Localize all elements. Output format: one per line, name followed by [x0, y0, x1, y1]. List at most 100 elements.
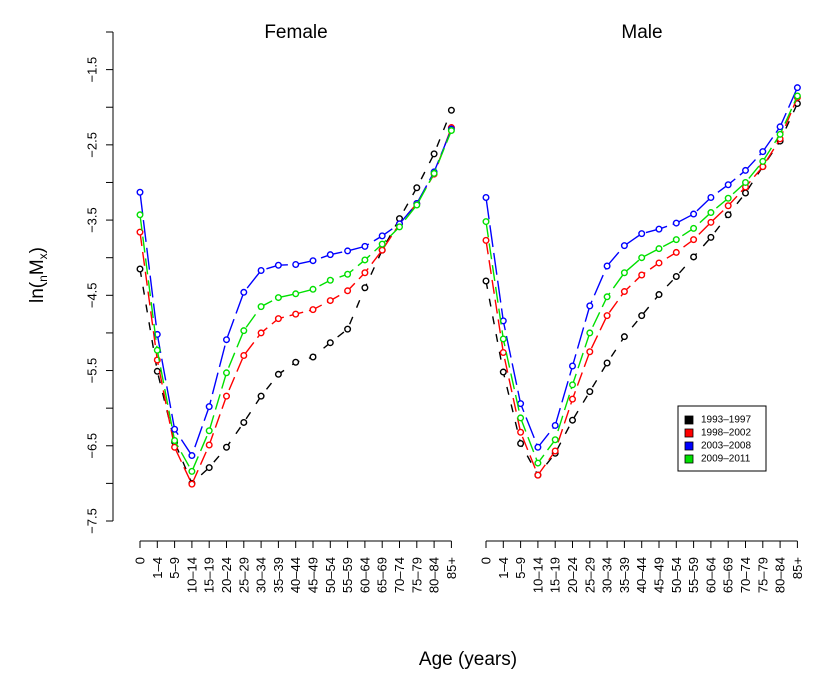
- data-point: [344, 287, 352, 295]
- legend-label: 1993–1997: [701, 415, 751, 426]
- data-point: [707, 233, 715, 241]
- data-point: [326, 276, 334, 284]
- legend-label: 1998–2002: [701, 428, 751, 439]
- series-line: [485, 87, 799, 449]
- series-line: [139, 130, 453, 473]
- data-point: [586, 302, 594, 310]
- data-point: [586, 329, 594, 337]
- data-point: [517, 414, 525, 422]
- data-point: [240, 418, 248, 426]
- data-point: [742, 178, 750, 186]
- data-point: [534, 459, 542, 467]
- data-point: [378, 240, 386, 248]
- data-point: [759, 148, 767, 156]
- data-point: [742, 189, 750, 197]
- y-tick-label: −1.5: [85, 57, 100, 83]
- data-point: [655, 245, 663, 253]
- data-point: [551, 447, 559, 455]
- data-point: [171, 425, 179, 433]
- panel-title-male: Male: [621, 22, 662, 43]
- data-point: [586, 348, 594, 356]
- x-tick-label: 5–9: [167, 557, 182, 579]
- data-point: [603, 293, 611, 301]
- data-point: [586, 388, 594, 396]
- data-point: [153, 346, 161, 354]
- data-point: [240, 327, 248, 335]
- x-tick-label: 70–74: [738, 557, 753, 593]
- data-point: [499, 368, 507, 376]
- data-point: [569, 381, 577, 389]
- data-point: [603, 359, 611, 367]
- x-tick-label: 65–69: [375, 557, 390, 593]
- data-point: [188, 452, 196, 460]
- data-point: [292, 260, 300, 268]
- x-tick-label: 60–64: [357, 557, 372, 593]
- x-tick-label: 15–19: [548, 557, 563, 593]
- x-tick-label: 60–64: [703, 557, 718, 593]
- x-tick-label: 25–29: [582, 557, 597, 593]
- x-axis-title: Age (years): [419, 649, 517, 670]
- data-point: [344, 325, 352, 333]
- y-tick-label: −4.5: [85, 282, 100, 308]
- data-point: [344, 247, 352, 255]
- data-point: [136, 211, 144, 219]
- data-point: [361, 242, 369, 250]
- x-tick-label: 65–69: [721, 557, 736, 593]
- data-point: [517, 440, 525, 448]
- data-point: [517, 428, 525, 436]
- data-point: [690, 253, 698, 261]
- y-tick-label: −5.5: [85, 358, 100, 384]
- data-point: [447, 127, 455, 135]
- y-tick-label: −2.5: [85, 132, 100, 158]
- data-point: [413, 184, 421, 192]
- data-point: [378, 232, 386, 240]
- data-point: [257, 303, 265, 311]
- data-point: [205, 427, 213, 435]
- y-tick-label: −6.5: [85, 433, 100, 459]
- x-tick-label: 35–39: [271, 557, 286, 593]
- data-point: [430, 169, 438, 177]
- x-tick-label: 35–39: [617, 557, 632, 593]
- x-tick-label: 0: [479, 557, 494, 564]
- x-tick-label: 75–79: [755, 557, 770, 593]
- data-point: [569, 416, 577, 424]
- y-axis-title-sub-n: n: [36, 275, 50, 282]
- x-tick-label: 70–74: [392, 557, 407, 593]
- x-tick-label: 20–24: [219, 557, 234, 593]
- data-point: [620, 242, 628, 250]
- data-point: [655, 291, 663, 299]
- data-point: [222, 392, 230, 400]
- x-tick-label: 50–54: [323, 557, 338, 593]
- data-point: [603, 312, 611, 320]
- data-point: [309, 353, 317, 361]
- data-point: [222, 443, 230, 451]
- data-point: [776, 130, 784, 138]
- data-point: [257, 266, 265, 274]
- data-point: [655, 225, 663, 233]
- data-point: [257, 392, 265, 400]
- data-point: [326, 339, 334, 347]
- x-tick-label: 45–49: [306, 557, 321, 593]
- x-tick-label: 50–54: [669, 557, 684, 593]
- data-point: [620, 333, 628, 341]
- legend-swatch: [684, 415, 694, 425]
- data-point: [690, 224, 698, 232]
- x-tick-label: 80–84: [773, 557, 788, 593]
- legend-label: 2003–2008: [701, 441, 751, 452]
- data-point: [430, 150, 438, 158]
- series-line: [139, 127, 453, 486]
- legend-swatch: [684, 428, 694, 438]
- data-point: [499, 335, 507, 343]
- data-point: [638, 271, 646, 279]
- x-tick-label: 85+: [444, 557, 459, 579]
- data-point: [690, 210, 698, 218]
- data-point: [292, 290, 300, 298]
- x-tick-label: 45–49: [652, 557, 667, 593]
- x-tick-label: 10–14: [184, 557, 199, 593]
- data-point: [759, 157, 767, 165]
- data-point: [274, 294, 282, 302]
- x-tick-label: 30–34: [254, 557, 269, 593]
- data-point: [620, 269, 628, 277]
- data-point: [482, 194, 490, 202]
- data-point: [620, 288, 628, 296]
